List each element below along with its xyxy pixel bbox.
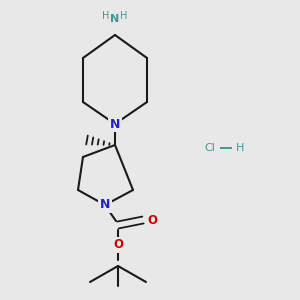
Text: Cl: Cl	[205, 143, 215, 153]
Text: H: H	[120, 11, 128, 21]
Text: H: H	[236, 143, 244, 153]
Text: N: N	[100, 199, 110, 212]
Text: H: H	[102, 11, 110, 21]
Text: N: N	[110, 118, 120, 130]
Text: O: O	[147, 214, 157, 226]
Text: O: O	[113, 238, 123, 251]
Text: N: N	[110, 14, 120, 24]
